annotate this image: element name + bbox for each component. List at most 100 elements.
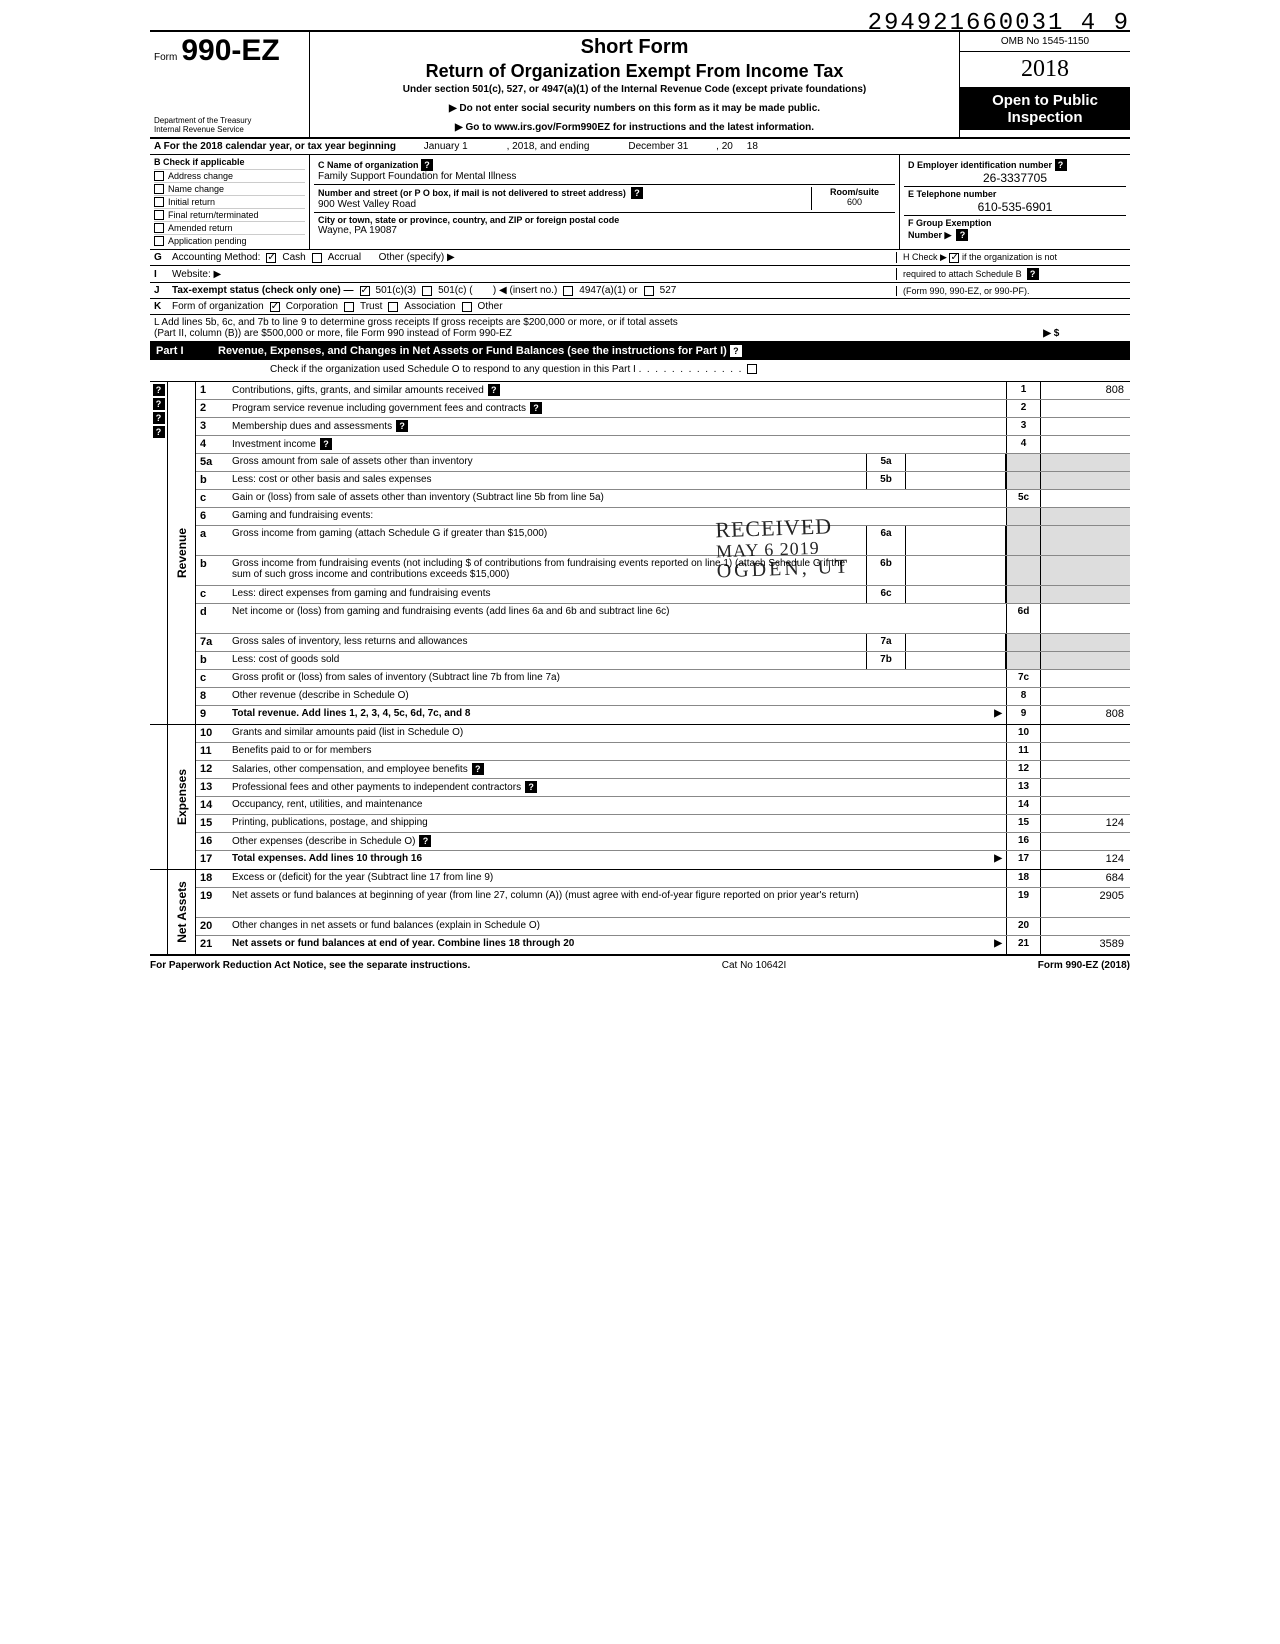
mid-value <box>906 586 1006 603</box>
line-number: c <box>196 670 228 687</box>
end-num <box>1006 634 1040 651</box>
g-letter: G <box>154 252 166 263</box>
end-value <box>1040 797 1130 814</box>
lbl-other-method: Other (specify) ▶ <box>379 252 455 263</box>
mid-line-number: 6a <box>866 526 906 555</box>
help-icon[interactable]: ? <box>488 384 500 396</box>
help-icon[interactable]: ? <box>472 763 484 775</box>
line-desc: Total revenue. Add lines 1, 2, 3, 4, 5c,… <box>228 706 1006 724</box>
cb-527[interactable] <box>644 286 654 296</box>
end-line-number: 7c <box>1006 670 1040 687</box>
tax-year: 2018 <box>960 52 1130 88</box>
line-number: 17 <box>196 851 228 869</box>
j-label: Tax-exempt status (check only one) — <box>172 285 354 296</box>
help-icon[interactable]: ? <box>419 835 431 847</box>
help-icon[interactable]: ? <box>730 345 742 357</box>
help-icon[interactable]: ? <box>153 398 165 410</box>
cb-other-org[interactable] <box>462 302 472 312</box>
expenses-section: Expenses 10Grants and similar amounts pa… <box>150 725 1130 870</box>
end-value: 124 <box>1040 851 1130 869</box>
end-value: 808 <box>1040 706 1130 724</box>
line-a-prefix: A For the 2018 calendar year, or tax yea… <box>154 141 396 152</box>
cb-cash[interactable] <box>266 253 276 263</box>
end-value <box>1040 761 1130 778</box>
year-end: December 31 <box>628 141 688 152</box>
line-number: 12 <box>196 761 228 778</box>
year-begin: January 1 <box>424 141 468 152</box>
line-desc: Investment income? <box>228 436 1006 453</box>
cb-501c3[interactable] <box>360 286 370 296</box>
line-desc: Other expenses (describe in Schedule O)? <box>228 833 1006 850</box>
line-number: 3 <box>196 418 228 435</box>
table-row: 7aGross sales of inventory, less returns… <box>196 634 1130 652</box>
help-icon[interactable]: ? <box>525 781 537 793</box>
cb-4947[interactable] <box>563 286 573 296</box>
table-row: 19Net assets or fund balances at beginni… <box>196 888 1130 918</box>
line-a-mid: , 2018, and ending <box>507 141 590 152</box>
end-val <box>1040 652 1130 669</box>
help-icon[interactable]: ? <box>396 420 408 432</box>
lbl-application-pending: Application pending <box>168 236 247 246</box>
end-val <box>1040 634 1130 651</box>
help-icon[interactable]: ? <box>631 187 643 199</box>
cb-name-change[interactable] <box>154 184 164 194</box>
table-row: 20Other changes in net assets or fund ba… <box>196 918 1130 936</box>
line-desc: Gross income from gaming (attach Schedul… <box>228 526 866 555</box>
end-value <box>1040 400 1130 417</box>
street-value: 900 West Valley Road <box>318 199 811 210</box>
cb-initial-return[interactable] <box>154 197 164 207</box>
k-letter: K <box>154 301 166 312</box>
line-number: b <box>196 556 228 585</box>
help-icon[interactable]: ? <box>153 412 165 424</box>
table-row: 6Gaming and fundraising events: <box>196 508 1130 526</box>
cb-application-pending[interactable] <box>154 236 164 246</box>
cb-schedule-o[interactable] <box>747 364 757 374</box>
end-num <box>1006 556 1040 585</box>
cb-final-return[interactable] <box>154 210 164 220</box>
help-icon[interactable]: ? <box>153 384 165 396</box>
mid-line-number: 6b <box>866 556 906 585</box>
table-row: cGain or (loss) from sale of assets othe… <box>196 490 1130 508</box>
cb-schedule-b[interactable] <box>949 253 959 263</box>
help-icon[interactable]: ? <box>421 159 433 171</box>
block-c: C Name of organization ? Family Support … <box>310 155 900 249</box>
lbl-name-change: Name change <box>168 184 224 194</box>
line-desc: Professional fees and other payments to … <box>228 779 1006 796</box>
cb-501c[interactable] <box>422 286 432 296</box>
h-text2: if the organization is not <box>962 252 1057 262</box>
cb-address-change[interactable] <box>154 171 164 181</box>
line-desc: Gross sales of inventory, less returns a… <box>228 634 866 651</box>
short-form-title: Short Form <box>318 36 951 59</box>
block-b-header: B Check if applicable <box>154 157 305 167</box>
mid-value <box>906 472 1006 489</box>
line-number: 5a <box>196 454 228 471</box>
h-text1: H Check ▶ <box>903 252 947 262</box>
end-line-number: 12 <box>1006 761 1040 778</box>
line-number: 18 <box>196 870 228 887</box>
table-row: 17Total expenses. Add lines 10 through 1… <box>196 851 1130 869</box>
help-icon[interactable]: ? <box>1055 159 1067 171</box>
table-row: 5aGross amount from sale of assets other… <box>196 454 1130 472</box>
help-icon[interactable]: ? <box>153 426 165 438</box>
help-icon[interactable]: ? <box>956 229 968 241</box>
line-number: 13 <box>196 779 228 796</box>
cb-accrual[interactable] <box>312 253 322 263</box>
help-icon[interactable]: ? <box>1027 268 1039 280</box>
cb-corporation[interactable] <box>270 302 280 312</box>
end-value <box>1040 725 1130 742</box>
end-value <box>1040 418 1130 435</box>
line-number: 11 <box>196 743 228 760</box>
line-desc: Gross amount from sale of assets other t… <box>228 454 866 471</box>
line-desc: Net income or (loss) from gaming and fun… <box>228 604 1006 633</box>
mid-value <box>906 652 1006 669</box>
line-number: 6 <box>196 508 228 525</box>
line-desc: Salaries, other compensation, and employ… <box>228 761 1006 778</box>
end-num <box>1006 508 1040 525</box>
cb-association[interactable] <box>388 302 398 312</box>
help-icon[interactable]: ? <box>320 438 332 450</box>
cb-trust[interactable] <box>344 302 354 312</box>
cb-amended-return[interactable] <box>154 223 164 233</box>
city-label: City or town, state or province, country… <box>318 215 891 225</box>
help-icon[interactable]: ? <box>530 402 542 414</box>
end-line-number: 5c <box>1006 490 1040 507</box>
